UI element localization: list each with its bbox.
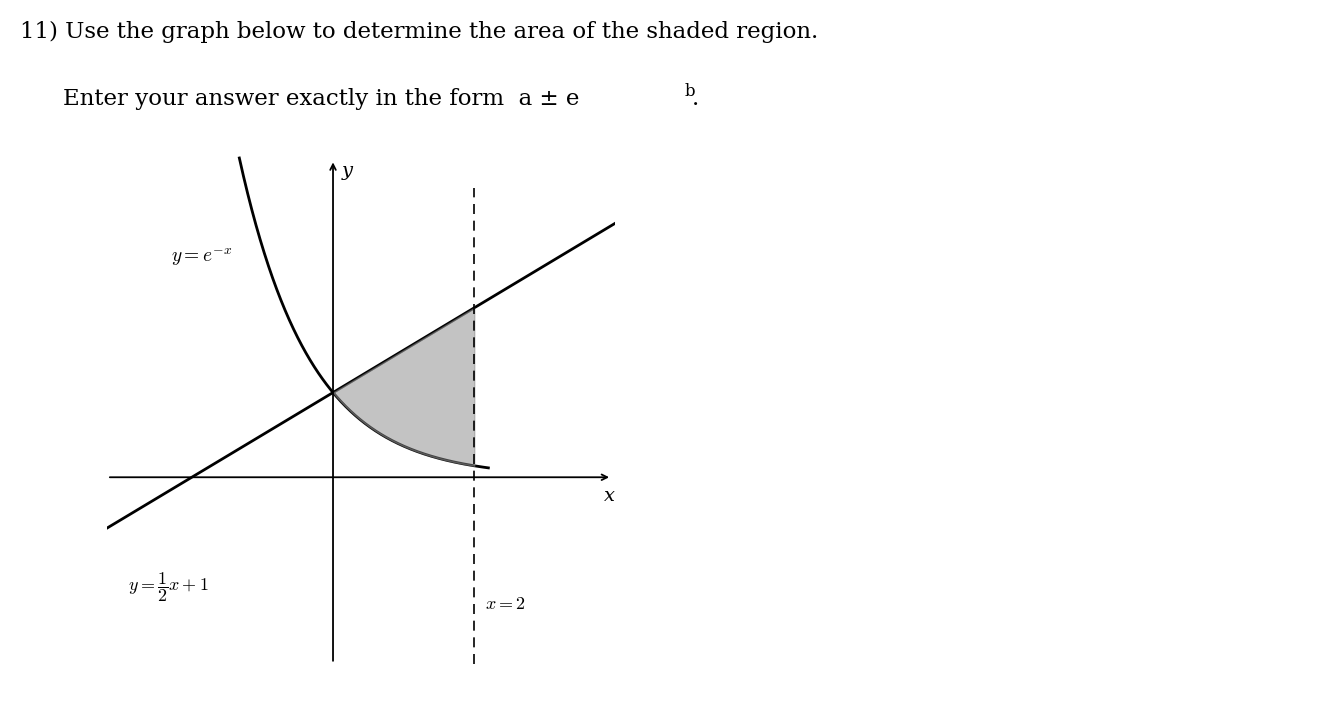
Text: $y = \dfrac{1}{2}x + 1$: $y = \dfrac{1}{2}x + 1$ — [128, 570, 209, 604]
Text: b: b — [684, 83, 694, 100]
Text: y: y — [341, 162, 352, 180]
Text: Enter your answer exactly in the form  a ± e: Enter your answer exactly in the form a … — [63, 88, 579, 110]
Text: $x = 2$: $x = 2$ — [484, 595, 526, 614]
Text: $y = e^{-x}$: $y = e^{-x}$ — [171, 246, 231, 268]
Text: 11) Use the graph below to determine the area of the shaded region.: 11) Use the graph below to determine the… — [20, 21, 819, 43]
Text: x: x — [605, 487, 615, 505]
Text: .: . — [692, 88, 698, 110]
